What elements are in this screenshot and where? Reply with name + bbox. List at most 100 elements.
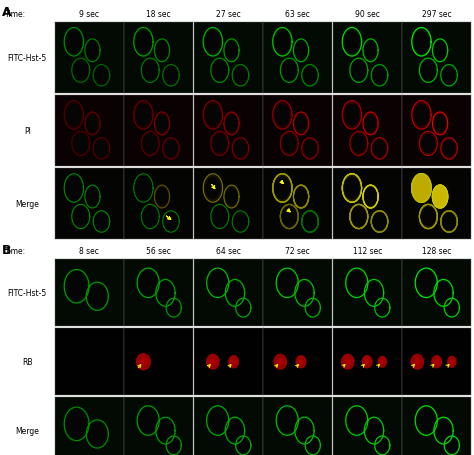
Polygon shape [293,186,309,208]
Polygon shape [441,211,457,233]
Polygon shape [412,29,431,57]
Polygon shape [275,355,286,369]
Text: 9 sec: 9 sec [79,10,99,19]
Polygon shape [432,186,447,208]
Polygon shape [283,136,296,153]
Polygon shape [348,410,365,432]
Polygon shape [64,101,83,130]
Polygon shape [163,138,179,160]
Polygon shape [295,43,307,60]
Polygon shape [380,359,384,364]
Polygon shape [74,62,88,80]
Polygon shape [276,358,284,366]
Polygon shape [279,272,296,294]
Polygon shape [303,214,317,230]
Polygon shape [64,29,83,57]
Polygon shape [419,205,438,229]
Polygon shape [304,142,316,157]
Polygon shape [307,438,319,452]
Polygon shape [432,40,447,63]
Polygon shape [352,208,365,226]
Polygon shape [432,113,447,136]
Polygon shape [72,205,90,229]
Text: FITC-Hst-5: FITC-Hst-5 [8,54,47,63]
Polygon shape [443,214,455,230]
Polygon shape [166,298,182,317]
Polygon shape [433,358,440,366]
Polygon shape [446,438,457,452]
Polygon shape [342,174,362,203]
Polygon shape [163,66,179,87]
Polygon shape [382,361,383,363]
Polygon shape [228,420,242,441]
Polygon shape [432,356,441,368]
Polygon shape [283,208,296,226]
Polygon shape [141,359,146,365]
Polygon shape [435,360,438,364]
Polygon shape [366,361,368,363]
Text: 90 sec: 90 sec [355,10,380,19]
Polygon shape [412,174,431,203]
Polygon shape [280,132,298,156]
Polygon shape [342,29,362,57]
Polygon shape [279,410,296,432]
Polygon shape [134,29,153,57]
Polygon shape [297,420,312,441]
Polygon shape [371,138,388,160]
Polygon shape [414,359,420,365]
Polygon shape [412,174,431,203]
Polygon shape [293,40,309,63]
Polygon shape [163,211,179,233]
Polygon shape [434,417,453,444]
Polygon shape [155,40,170,63]
Polygon shape [304,68,316,84]
Polygon shape [371,211,388,233]
Polygon shape [441,211,457,233]
Polygon shape [273,174,292,203]
Polygon shape [418,410,435,432]
Polygon shape [234,68,246,84]
Polygon shape [140,358,147,366]
Polygon shape [232,360,235,364]
Polygon shape [280,205,298,229]
Polygon shape [345,32,359,53]
Polygon shape [295,189,307,206]
Polygon shape [212,361,213,363]
Polygon shape [422,208,435,226]
Polygon shape [374,68,386,84]
Polygon shape [441,211,457,233]
Polygon shape [273,101,292,130]
Polygon shape [363,186,378,208]
Polygon shape [207,406,229,435]
Polygon shape [441,66,457,87]
Polygon shape [86,283,109,311]
Polygon shape [297,283,312,303]
Text: 128 sec: 128 sec [422,247,452,256]
Polygon shape [206,178,220,199]
Polygon shape [66,32,81,53]
Polygon shape [210,359,215,364]
Polygon shape [224,40,239,63]
Polygon shape [134,101,153,130]
Polygon shape [432,357,441,367]
Polygon shape [210,272,226,294]
Polygon shape [279,360,282,364]
Text: 18 sec: 18 sec [146,10,171,19]
Polygon shape [231,359,236,365]
Polygon shape [74,207,88,227]
Polygon shape [419,205,438,229]
Text: 64 sec: 64 sec [216,247,241,256]
Polygon shape [213,207,227,227]
Polygon shape [295,280,314,307]
Polygon shape [137,406,159,435]
Polygon shape [283,208,296,226]
Polygon shape [365,189,376,206]
Polygon shape [365,116,376,132]
Polygon shape [371,211,388,233]
Polygon shape [136,32,151,53]
Text: Time:: Time: [6,10,27,19]
Polygon shape [143,207,157,227]
Polygon shape [443,142,455,157]
Polygon shape [273,174,292,203]
Polygon shape [435,116,446,132]
